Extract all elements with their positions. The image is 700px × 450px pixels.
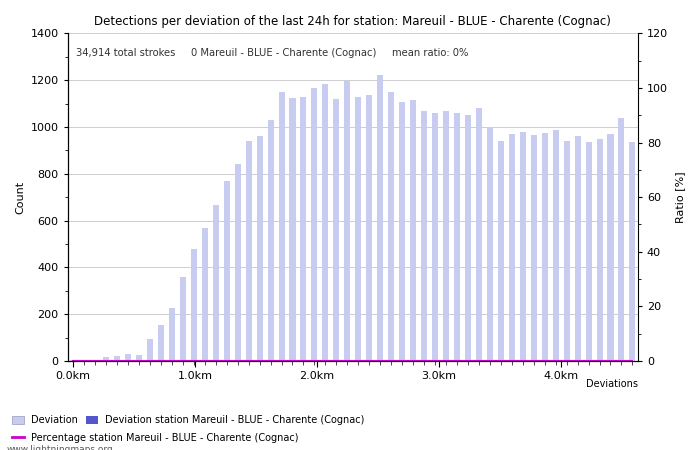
Bar bbox=[224, 181, 230, 361]
Bar bbox=[487, 127, 493, 361]
Bar bbox=[509, 134, 514, 361]
Bar bbox=[234, 164, 241, 361]
Bar bbox=[542, 133, 547, 361]
Bar bbox=[366, 95, 372, 361]
Bar bbox=[136, 355, 142, 361]
Bar bbox=[125, 354, 131, 361]
Bar bbox=[344, 81, 350, 361]
Bar bbox=[596, 139, 603, 361]
Text: Deviations: Deviations bbox=[586, 379, 638, 389]
Bar bbox=[356, 96, 361, 361]
Bar bbox=[608, 134, 613, 361]
Bar bbox=[476, 108, 482, 361]
Bar bbox=[389, 92, 394, 361]
Bar bbox=[103, 357, 109, 361]
Y-axis label: Ratio [%]: Ratio [%] bbox=[675, 171, 685, 223]
Bar bbox=[257, 136, 262, 361]
Bar bbox=[575, 136, 580, 361]
Bar bbox=[169, 308, 175, 361]
Bar bbox=[333, 99, 340, 361]
Bar bbox=[312, 88, 317, 361]
Bar bbox=[531, 135, 537, 361]
Bar bbox=[465, 115, 471, 361]
Bar bbox=[618, 117, 624, 361]
Bar bbox=[421, 111, 427, 361]
Bar bbox=[432, 113, 438, 361]
Text: 34,914 total strokes     0 Mareuil - BLUE - Charente (Cognac)     mean ratio: 0%: 34,914 total strokes 0 Mareuil - BLUE - … bbox=[76, 48, 468, 58]
Bar bbox=[191, 248, 197, 361]
Bar bbox=[180, 277, 186, 361]
Bar bbox=[377, 76, 383, 361]
Bar bbox=[147, 339, 153, 361]
Bar bbox=[70, 360, 76, 361]
Bar bbox=[564, 141, 570, 361]
Bar bbox=[279, 92, 284, 361]
Bar bbox=[267, 120, 274, 361]
Bar bbox=[520, 131, 526, 361]
Bar bbox=[454, 113, 460, 361]
Bar bbox=[92, 360, 98, 361]
Bar bbox=[290, 98, 295, 361]
Bar bbox=[443, 111, 449, 361]
Bar bbox=[585, 142, 591, 361]
Y-axis label: Count: Count bbox=[15, 180, 25, 214]
Legend: Deviation, Deviation station Mareuil - BLUE - Charente (Cognac): Deviation, Deviation station Mareuil - B… bbox=[12, 415, 365, 425]
Bar bbox=[399, 102, 405, 361]
Bar bbox=[202, 228, 208, 361]
Text: www.lightningmaps.org: www.lightningmaps.org bbox=[7, 446, 113, 450]
Title: Detections per deviation of the last 24h for station: Mareuil - BLUE - Charente : Detections per deviation of the last 24h… bbox=[94, 15, 611, 28]
Bar bbox=[213, 205, 219, 361]
Bar bbox=[300, 96, 307, 361]
Bar bbox=[498, 141, 504, 361]
Bar bbox=[81, 360, 88, 361]
Bar bbox=[552, 130, 559, 361]
Bar bbox=[410, 100, 416, 361]
Bar bbox=[323, 84, 328, 361]
Bar bbox=[114, 356, 120, 361]
Legend: Percentage station Mareuil - BLUE - Charente (Cognac): Percentage station Mareuil - BLUE - Char… bbox=[12, 433, 299, 443]
Bar bbox=[629, 142, 636, 361]
Bar bbox=[158, 324, 164, 361]
Bar bbox=[246, 141, 252, 361]
